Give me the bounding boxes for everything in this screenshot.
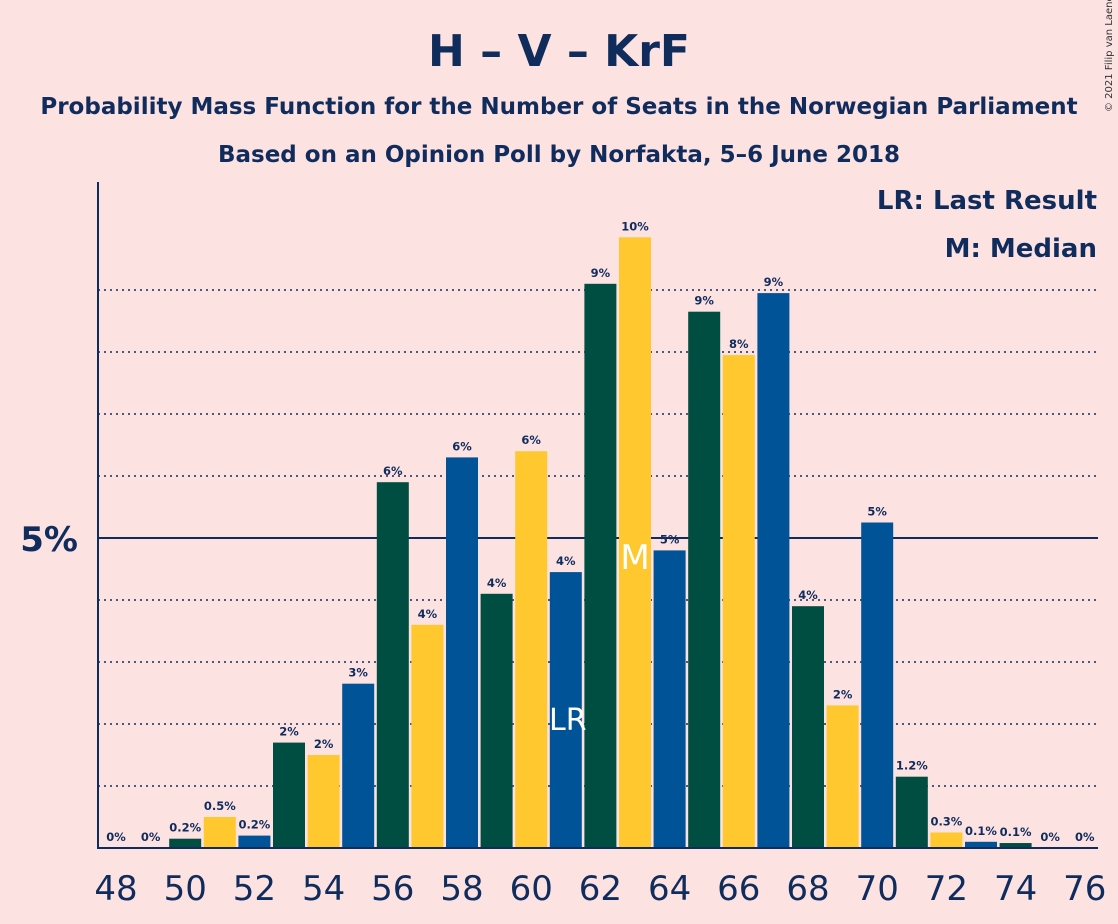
x-tick-label: 70 [856,869,899,909]
x-tick-label: 56 [371,869,414,909]
bar-label-seat-49: 0% [141,830,161,844]
x-tick-label: 52 [233,869,276,909]
x-tick-label: 68 [786,869,829,909]
bar-label-seat-71: 1.2% [896,759,928,773]
x-tick-label: 48 [94,869,137,909]
bar-seat-62 [584,283,617,848]
x-tick-labels: 48 50 52 54 56 58 60 62 64 66 68 70 72 74 76 [94,869,1106,909]
bar-label-seat-53: 2% [279,725,299,739]
bar-label-seat-65: 9% [694,294,714,308]
x-tick-label: 60 [510,869,553,909]
bar-seat-63 [619,237,651,849]
bar-label-seat-54: 2% [314,737,334,751]
legend-last-result: LR: Last Result [877,186,1097,216]
bar-label-seat-61: 4% [556,554,576,568]
bar-label-seat-70: 5% [867,505,887,519]
bar-label-seat-67: 9% [764,275,784,289]
legend-median: M: Median [945,234,1097,264]
x-tick-label: 54 [302,869,345,909]
bar-seat-68 [792,606,824,848]
bar-seat-53 [273,742,305,848]
bar-seat-74 [999,843,1032,848]
bar-label-seat-56: 6% [383,464,403,478]
bar-seat-70 [861,522,894,848]
bar-label-seat-68: 4% [798,588,818,602]
bar-seat-54 [307,755,340,848]
bar-label-seat-58: 6% [452,439,472,453]
bar-seat-55 [342,683,375,848]
bar-label-seat-57: 4% [418,607,438,621]
bar-seat-65 [688,311,721,848]
bar-label-seat-55: 3% [348,666,368,680]
copyright-text: © 2021 Filip van Laenen [1104,0,1115,112]
bar-label-seat-50: 0.2% [169,821,201,835]
axes [97,182,1098,849]
median-marker: M [620,538,649,578]
bars: 0% 0% 0.2%0.5%0.2% 2% 2% 3% 6% 4% 6% 4% 6% 4% 9% 10% 5… [106,219,1095,849]
bar-label-seat-66: 8% [729,337,749,351]
bar-seat-73 [965,841,997,848]
x-tick-label: 62 [579,869,622,909]
bar-label-seat-63: 10% [621,219,649,233]
bar-label-seat-69: 2% [833,687,853,701]
bar-label-seat-72: 0.3% [930,815,962,829]
chart-title: H – V – KrF [428,26,690,77]
x-tick-label: 50 [164,869,207,909]
bar-seat-72 [930,832,963,848]
bar-seat-56 [376,482,409,848]
y-tick-label-5pct: 5% [20,520,78,560]
bar-label-seat-75: 0% [1040,830,1060,844]
chart-subtitle-1: Probability Mass Function for the Number… [40,94,1077,120]
bar-label-seat-74: 0.1% [1000,825,1032,839]
last-result-marker: LR [549,703,587,738]
bar-label-seat-64: 5% [660,532,680,546]
bar-label-seat-60: 6% [521,433,541,447]
x-tick-label: 58 [440,869,483,909]
bar-label-seat-59: 4% [487,576,507,590]
bar-seat-59 [480,593,513,848]
bar-label-seat-52: 0.2% [238,818,270,832]
bar-seat-52 [238,835,271,848]
bar-seat-66 [722,355,755,848]
bar-seat-60 [515,451,548,848]
bar-seat-57 [411,624,444,848]
bar-seat-51 [203,817,236,848]
bar-seat-64 [653,550,686,848]
bar-seat-50 [169,838,202,848]
bar-label-seat-62: 9% [591,266,611,280]
x-tick-label: 64 [648,869,691,909]
bar-seat-71 [895,776,928,848]
chart-subtitle-2: Based on an Opinion Poll by Norfakta, 5–… [218,142,900,168]
bar-label-seat-73: 0.1% [965,824,997,838]
bar-label-seat-48: 0% [106,830,126,844]
x-tick-label: 72 [925,869,968,909]
bar-seat-58 [446,457,478,848]
bar-label-seat-76: 0% [1075,830,1095,844]
x-tick-label: 74 [994,869,1037,909]
bar-label-seat-51: 0.5% [204,799,236,813]
x-tick-label: 66 [717,869,760,909]
bar-seat-67 [757,293,790,849]
x-tick-label: 76 [1063,869,1106,909]
bar-seat-61 [549,572,582,848]
bar-seat-69 [826,705,859,848]
